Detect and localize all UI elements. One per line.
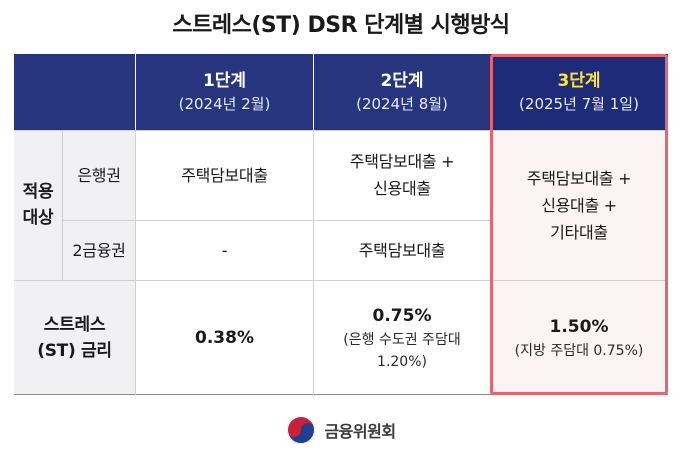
nonbank-stage2: 주택담보대출	[358, 241, 446, 260]
rate-stage3-cell: 1.50% (지방 주담대 0.75%)	[493, 281, 665, 395]
stage2-date: (2024년 8월)	[356, 95, 448, 113]
rate-stage3-note: (지방 주담대 0.75%)	[514, 343, 644, 359]
row-divider	[14, 130, 668, 131]
row-label-bank: 은행권	[63, 130, 135, 220]
rate-stage3-value: 1.50%	[549, 317, 609, 337]
rate-stage2-value: 0.75%	[372, 306, 432, 326]
stage1-date: (2024년 2월)	[178, 95, 271, 113]
row-divider	[14, 280, 668, 281]
government-emblem-icon	[287, 416, 316, 444]
col-divider	[62, 130, 63, 280]
header-corner	[14, 54, 135, 130]
stage3-background	[493, 130, 665, 392]
stage2-label: 2단계	[380, 71, 424, 91]
stage3-target: 주택담보대출 + 신용대출 + 기타대출	[526, 168, 632, 242]
nonbank-stage1: -	[221, 241, 228, 260]
stage3-highlight-border	[490, 54, 668, 395]
stage3-date: (2025년 7월 1일)	[519, 95, 639, 113]
stage1-label: 1단계	[202, 71, 247, 91]
row-divider	[63, 220, 490, 221]
rate-stage1: 0.38%	[195, 328, 254, 348]
org-name: 금융위원회	[324, 422, 396, 441]
col-divider	[313, 130, 314, 395]
page-title: 스트레스(ST) DSR 단계별 시행방식	[172, 13, 510, 38]
rate-stage2-note: (은행 수도권 주담대 1.20%)	[343, 332, 461, 370]
bank-stage1: 주택담보대출	[181, 165, 268, 185]
rate-row-label: 스트레스 (ST) 금리	[14, 281, 135, 395]
header-stage1: 1단계 (2024년 2월)	[136, 54, 313, 130]
table-bottom-line	[14, 394, 668, 395]
stage3-label: 3단계	[557, 71, 601, 91]
row-label-nonbank: 2금융권	[63, 221, 135, 280]
bank-stage2: 주택담보대출 + 신용대출	[349, 152, 455, 198]
header-stage3: 3단계 (2025년 7월 1일)	[490, 54, 668, 130]
header-stage2: 2단계 (2024년 8월)	[314, 54, 490, 130]
rate-stage2-cell: 0.75% (은행 수도권 주담대 1.20%)	[314, 281, 490, 395]
target-group-label: 적용 대상	[14, 130, 62, 280]
col-divider	[135, 130, 136, 395]
footer: 금융위원회	[0, 413, 682, 447]
